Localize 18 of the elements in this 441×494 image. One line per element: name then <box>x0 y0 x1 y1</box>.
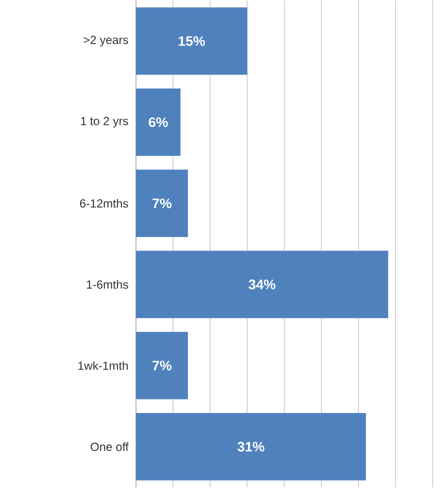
bar <box>136 170 188 237</box>
data-label: 15% <box>178 36 205 46</box>
data-label: 7% <box>152 198 172 208</box>
y-tick-label: >2 years <box>83 36 128 46</box>
y-tick-label: One off <box>90 442 128 452</box>
data-label: 34% <box>248 280 276 290</box>
data-label: 6% <box>148 117 168 128</box>
bar <box>136 88 180 156</box>
bar <box>136 250 388 318</box>
data-label: 7% <box>152 360 172 370</box>
bar <box>136 7 248 75</box>
bar <box>136 413 366 480</box>
y-tick-label: 1wk-1mth <box>78 361 128 370</box>
bar <box>136 332 188 400</box>
y-tick-label: 1 to 2 yrs <box>80 116 128 128</box>
y-tick-label: 6-12mths <box>80 199 128 208</box>
data-label: 31% <box>237 442 264 452</box>
y-tick-label: 1-6mths <box>86 280 128 289</box>
